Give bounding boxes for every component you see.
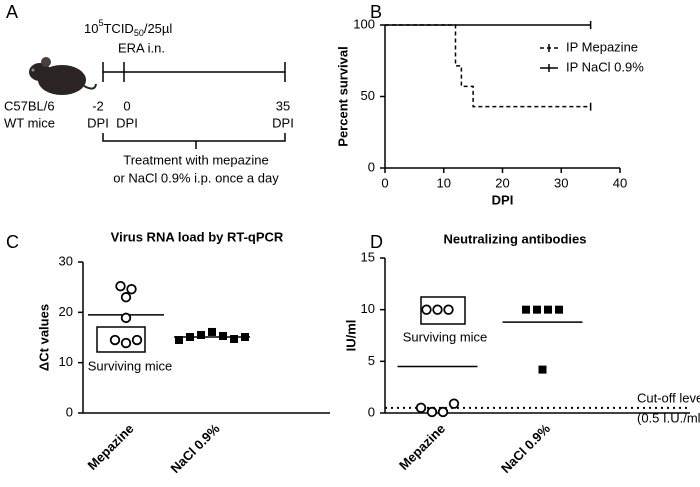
x-tick-label: 10 [437, 175, 451, 190]
x-tick-label: Mepazine [396, 421, 448, 473]
chart-title: Virus RNA load by RT-qPCR [111, 229, 284, 244]
data-point [533, 305, 541, 314]
data-point [126, 283, 137, 295]
y-axis-title: Percent survival [335, 46, 350, 146]
data-point [241, 332, 249, 341]
data-point [197, 330, 205, 339]
route: ERA i.n. [118, 40, 165, 55]
x-tick-label: Mepazine [85, 421, 137, 473]
data-point [426, 406, 438, 418]
panel-letter: D [370, 232, 383, 252]
data-point [120, 312, 132, 324]
data-point [415, 402, 427, 414]
y-tick-label: 0 [66, 404, 73, 419]
y-axis-title: IU/ml [343, 320, 358, 352]
dose: 105TCID50/25µl [84, 18, 172, 38]
x-tick-label: 30 [554, 175, 568, 190]
legend-label: IP Mepazine [566, 39, 638, 54]
data-point [421, 304, 432, 315]
y-tick-label: 0 [368, 404, 375, 419]
dose-base: 10 [84, 21, 98, 36]
timeline-unit: DPI [116, 115, 138, 130]
chart-title: Neutralizing antibodies [443, 231, 586, 246]
data-point [208, 327, 216, 336]
treatment: Treatment with mepazine [123, 152, 268, 167]
survival-line [385, 24, 591, 108]
cutoff-label: (0.5 I.U./ml) [637, 410, 700, 425]
y-tick-label: 100 [353, 16, 375, 31]
data-point [120, 337, 132, 349]
timeline-day: 0 [123, 98, 130, 113]
x-tick-label: NaCl 0.9% [498, 421, 553, 476]
data-point [443, 304, 454, 315]
annotation: Surviving mice [403, 329, 488, 344]
x-tick-label: NaCl 0.9% [167, 421, 222, 476]
data-point [115, 280, 126, 292]
annotation-box [420, 296, 466, 325]
timeline-day: 35 [276, 98, 290, 113]
data-point [131, 334, 143, 346]
data-point [544, 305, 552, 314]
y-tick-label: 30 [59, 253, 73, 268]
legend-label: IP NaCl 0.9% [566, 59, 644, 74]
treatment-bracket [102, 133, 286, 149]
timeline-unit: DPI [272, 115, 294, 130]
y-tick-label: 15 [361, 249, 375, 264]
timeline-day: -2 [92, 98, 104, 113]
dose-rest: /25µl [144, 21, 173, 36]
timeline-unit: DPI [87, 115, 109, 130]
annotation-box [96, 326, 146, 353]
y-tick-label: 50 [361, 88, 375, 103]
data-point [538, 365, 547, 374]
y-tick-label: 5 [368, 353, 375, 368]
data-point [230, 335, 238, 344]
data-point [120, 292, 132, 303]
data-point [175, 336, 183, 345]
data-point [437, 406, 449, 418]
data-point [522, 305, 530, 314]
annotation: Surviving mice [88, 358, 173, 373]
y-axis-title: ΔCt values [36, 304, 51, 371]
mouse-strain: C57BL/6 [4, 98, 55, 113]
panel-letter: B [370, 2, 382, 22]
y-tick-label: 20 [59, 304, 73, 319]
data-point [448, 398, 460, 409]
data-point [109, 334, 121, 346]
treatment: or NaCl 0.9% i.p. once a day [113, 170, 279, 185]
y-tick-label: 0 [368, 159, 375, 174]
x-tick-label: 20 [495, 175, 509, 190]
data-point [555, 305, 563, 314]
y-tick-label: 10 [361, 301, 375, 316]
data-point [432, 304, 443, 315]
mouse-icon [29, 57, 97, 95]
panel-letter: A [6, 2, 18, 22]
mouse-type: WT mice [4, 115, 55, 130]
y-tick-label: 10 [59, 354, 73, 369]
data-point [219, 331, 227, 340]
dose-exp: 5 [98, 18, 103, 28]
cutoff-label: Cut-off level [637, 390, 700, 405]
dose-sub: 50 [134, 28, 144, 38]
data-point [186, 332, 194, 341]
panel-letter: C [6, 232, 19, 252]
x-tick-label: 40 [613, 175, 627, 190]
x-axis-title: DPI [492, 192, 514, 207]
dose-unit: TCID [103, 21, 133, 36]
x-tick-label: 0 [381, 175, 388, 190]
